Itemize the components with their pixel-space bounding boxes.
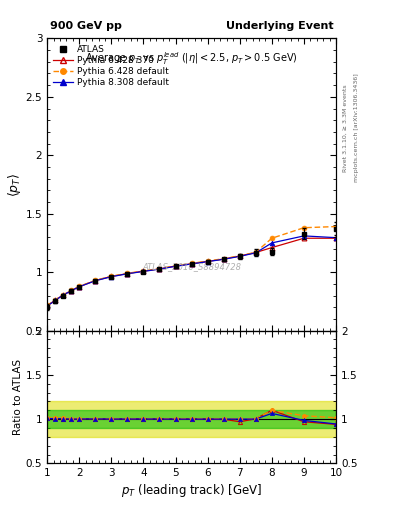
Text: ATLAS_2010_S8894728: ATLAS_2010_S8894728: [142, 262, 241, 271]
Text: Rivet 3.1.10, ≥ 3.3M events: Rivet 3.1.10, ≥ 3.3M events: [343, 84, 348, 172]
Text: 900 GeV pp: 900 GeV pp: [50, 21, 122, 31]
Text: mcplots.cern.ch [arXiv:1306.3436]: mcplots.cern.ch [arXiv:1306.3436]: [354, 74, 359, 182]
Legend: ATLAS, Pythia 6.428 370, Pythia 6.428 default, Pythia 8.308 default: ATLAS, Pythia 6.428 370, Pythia 6.428 de…: [51, 42, 172, 90]
Bar: [47, 401, 336, 437]
X-axis label: $p_T$ (leading track) [GeV]: $p_T$ (leading track) [GeV]: [121, 482, 262, 499]
Y-axis label: Ratio to ATLAS: Ratio to ATLAS: [13, 359, 23, 435]
Bar: [47, 410, 336, 428]
Text: Average $p_T$ vs $p_T^{lead}$ ($|\eta| < 2.5$, $p_T > 0.5$ GeV): Average $p_T$ vs $p_T^{lead}$ ($|\eta| <…: [85, 50, 298, 67]
Text: Underlying Event: Underlying Event: [226, 21, 333, 31]
Y-axis label: $\langle p_T \rangle$: $\langle p_T \rangle$: [6, 173, 23, 197]
